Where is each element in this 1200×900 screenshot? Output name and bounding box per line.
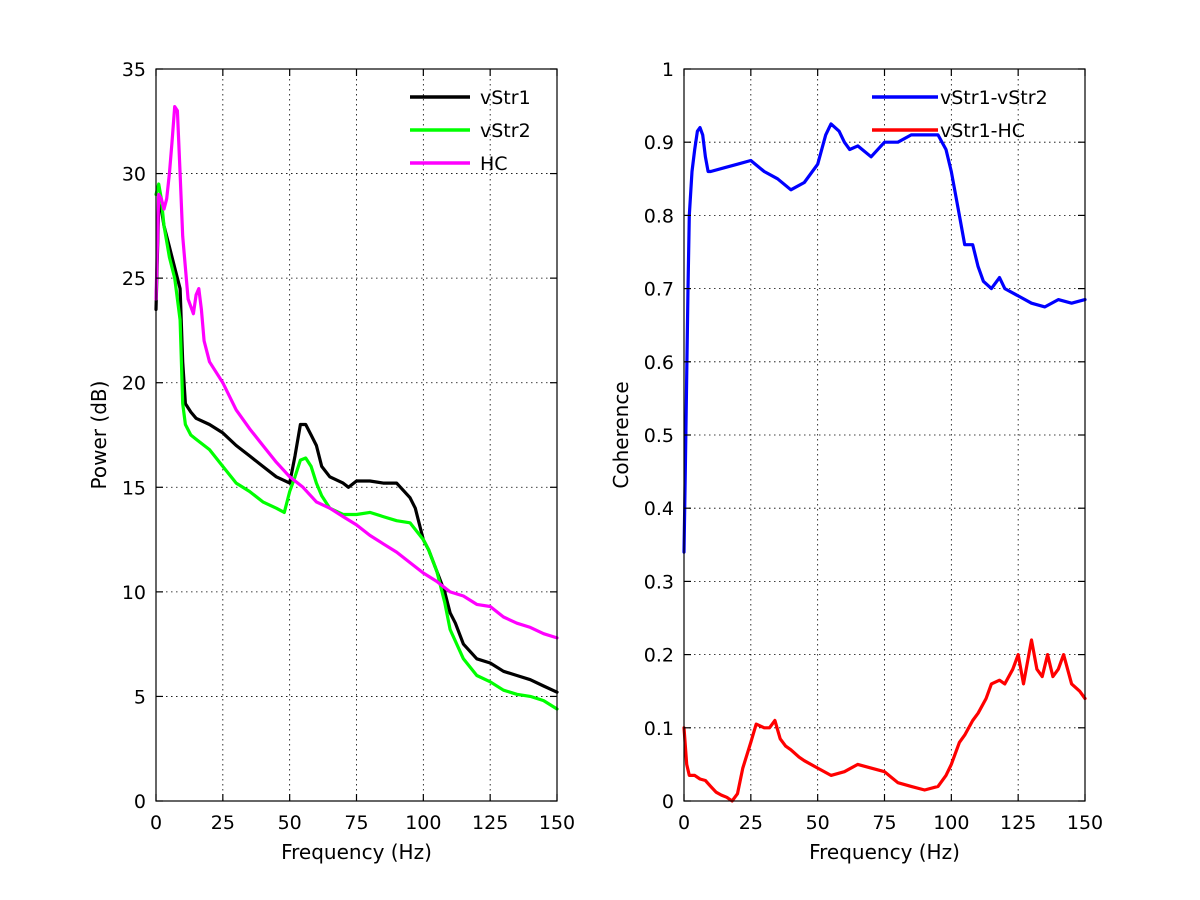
y-tick-label: 0.9 <box>644 132 674 154</box>
x-axis-label: Frequency (Hz) <box>281 840 432 864</box>
series-line-vStr1 <box>154 203 559 694</box>
y-tick-label: 0.1 <box>644 718 674 740</box>
x-tick-label: 125 <box>472 812 508 834</box>
y-tick-label: 0.3 <box>644 571 674 593</box>
legend-label-vStr1-vStr2: vStr1-vStr2 <box>940 87 1048 109</box>
legend: vStr1-vStr2 vStr1-HC <box>872 87 1048 142</box>
x-tick-label: 75 <box>344 812 368 834</box>
x-tick-label: 25 <box>739 812 763 834</box>
y-tick-label: 0.5 <box>644 425 674 447</box>
x-tick-label: 0 <box>678 812 690 834</box>
y-tick-label: 35 <box>122 59 146 81</box>
legend-label-vStr2: vStr2 <box>480 120 531 142</box>
y-axis-label: Power (dB) <box>87 381 111 490</box>
x-tick-label: 100 <box>933 812 969 834</box>
x-tick-label: 0 <box>150 812 162 834</box>
power-spectrum-panel: 0 25 50 75 100 125 150 0 5 10 15 20 25 30 35 Frequency … <box>87 59 575 864</box>
y-tick-label: 15 <box>122 477 146 499</box>
y-tick-label: 25 <box>122 268 146 290</box>
y-tick-label: 30 <box>122 164 146 186</box>
y-tick-label: 1 <box>662 59 674 81</box>
series-line-HC <box>154 104 559 640</box>
series-line-vStr1-vStr2 <box>682 122 1087 554</box>
y-tick-label: 0.2 <box>644 645 674 667</box>
x-tick-label: 25 <box>211 812 235 834</box>
legend-label-HC: HC <box>480 153 508 175</box>
x-tick-label: 125 <box>1000 812 1036 834</box>
y-tick-label: 10 <box>122 582 146 604</box>
y-axis-label: Coherence <box>609 381 633 488</box>
y-tick-label: 5 <box>134 686 146 708</box>
x-tick-label: 150 <box>1067 812 1103 834</box>
legend-label-vStr1: vStr1 <box>480 87 531 109</box>
legend: vStr1 vStr2 HC <box>410 87 531 175</box>
y-tick-label: 0.8 <box>644 205 674 227</box>
y-tick-label: 0.7 <box>644 279 674 301</box>
x-tick-label: 100 <box>405 812 441 834</box>
series-line-vStr1-HC <box>682 638 1087 803</box>
x-tick-label: 75 <box>872 812 896 834</box>
y-tick-label: 0.4 <box>644 498 674 520</box>
x-tick-label: 50 <box>278 812 302 834</box>
y-tick-label: 0.6 <box>644 352 674 374</box>
x-axis-label: Frequency (Hz) <box>809 840 960 864</box>
x-tick-label: 150 <box>539 812 575 834</box>
x-tick-label: 50 <box>806 812 830 834</box>
coherence-panel: 0 25 50 75 100 125 150 0 0.1 0.2 0.3 0.4 0.5 0.6 0.7 0.… <box>609 59 1103 864</box>
series-line-vStr2 <box>154 182 559 711</box>
y-tick-label: 0 <box>662 791 674 813</box>
y-tick-label: 20 <box>122 373 146 395</box>
y-tick-label: 0 <box>134 791 146 813</box>
legend-label-vStr1-HC: vStr1-HC <box>940 120 1025 142</box>
